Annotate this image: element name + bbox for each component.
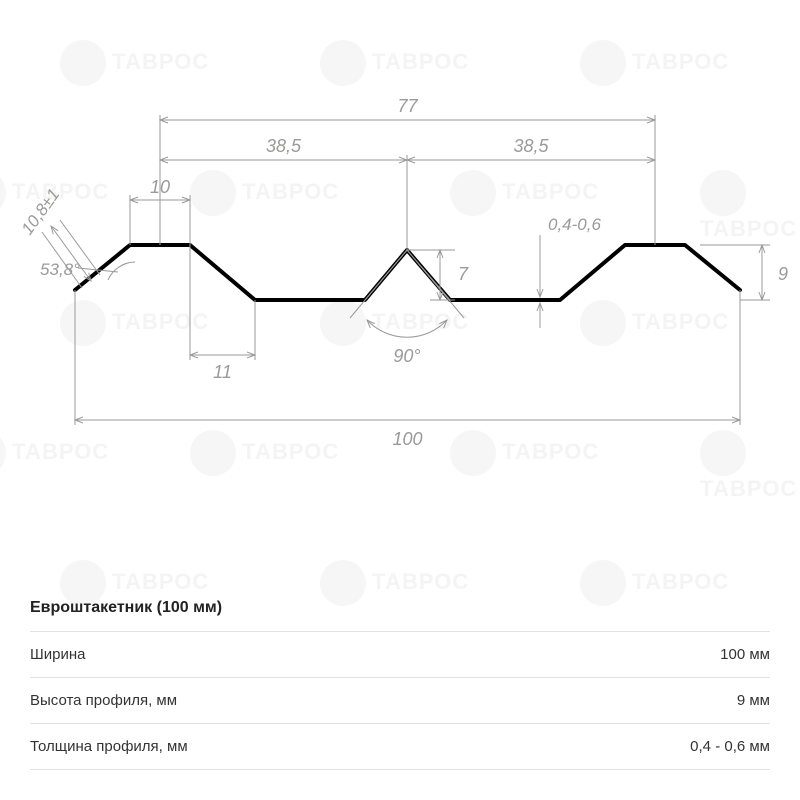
spec-label: Высота профиля, мм xyxy=(30,692,177,709)
svg-text:90°: 90° xyxy=(393,346,420,366)
spec-label: Толщина профиля, мм xyxy=(30,738,188,755)
spec-row: Ширина 100 мм xyxy=(30,631,770,677)
svg-text:10: 10 xyxy=(150,177,170,197)
svg-text:53,8°: 53,8° xyxy=(40,260,80,279)
spec-value: 0,4 - 0,6 мм xyxy=(690,738,770,755)
svg-text:10,8±1: 10,8±1 xyxy=(18,185,64,238)
svg-text:100: 100 xyxy=(392,429,422,449)
spec-row: Толщина профиля, мм 0,4 - 0,6 мм xyxy=(30,723,770,770)
svg-text:0,4-0,6: 0,4-0,6 xyxy=(548,215,601,234)
spec-title: Евроштакетник (100 мм) xyxy=(30,591,770,631)
svg-text:7: 7 xyxy=(458,264,469,284)
spec-table: Евроштакетник (100 мм) Ширина 100 мм Высот… xyxy=(30,591,770,770)
spec-label: Ширина xyxy=(30,646,85,663)
svg-text:38,5: 38,5 xyxy=(266,136,302,156)
svg-text:77: 77 xyxy=(397,96,418,116)
spec-value: 100 мм xyxy=(720,646,770,663)
profile-drawing: 77 38,5 38,5 10 100 11 10,8±1 53,8° 90° 7 0,4-0,6 9 xyxy=(0,0,800,520)
svg-text:11: 11 xyxy=(213,362,232,382)
svg-text:9: 9 xyxy=(778,264,788,284)
spec-row: Высота профиля, мм 9 мм xyxy=(30,677,770,723)
drawing-canvas: ТАВРОС ТАВРОС ТАВРОС ТАВРОС ТАВРОС ТАВРО… xyxy=(0,0,800,800)
svg-text:38,5: 38,5 xyxy=(513,136,549,156)
spec-value: 9 мм xyxy=(737,692,770,709)
